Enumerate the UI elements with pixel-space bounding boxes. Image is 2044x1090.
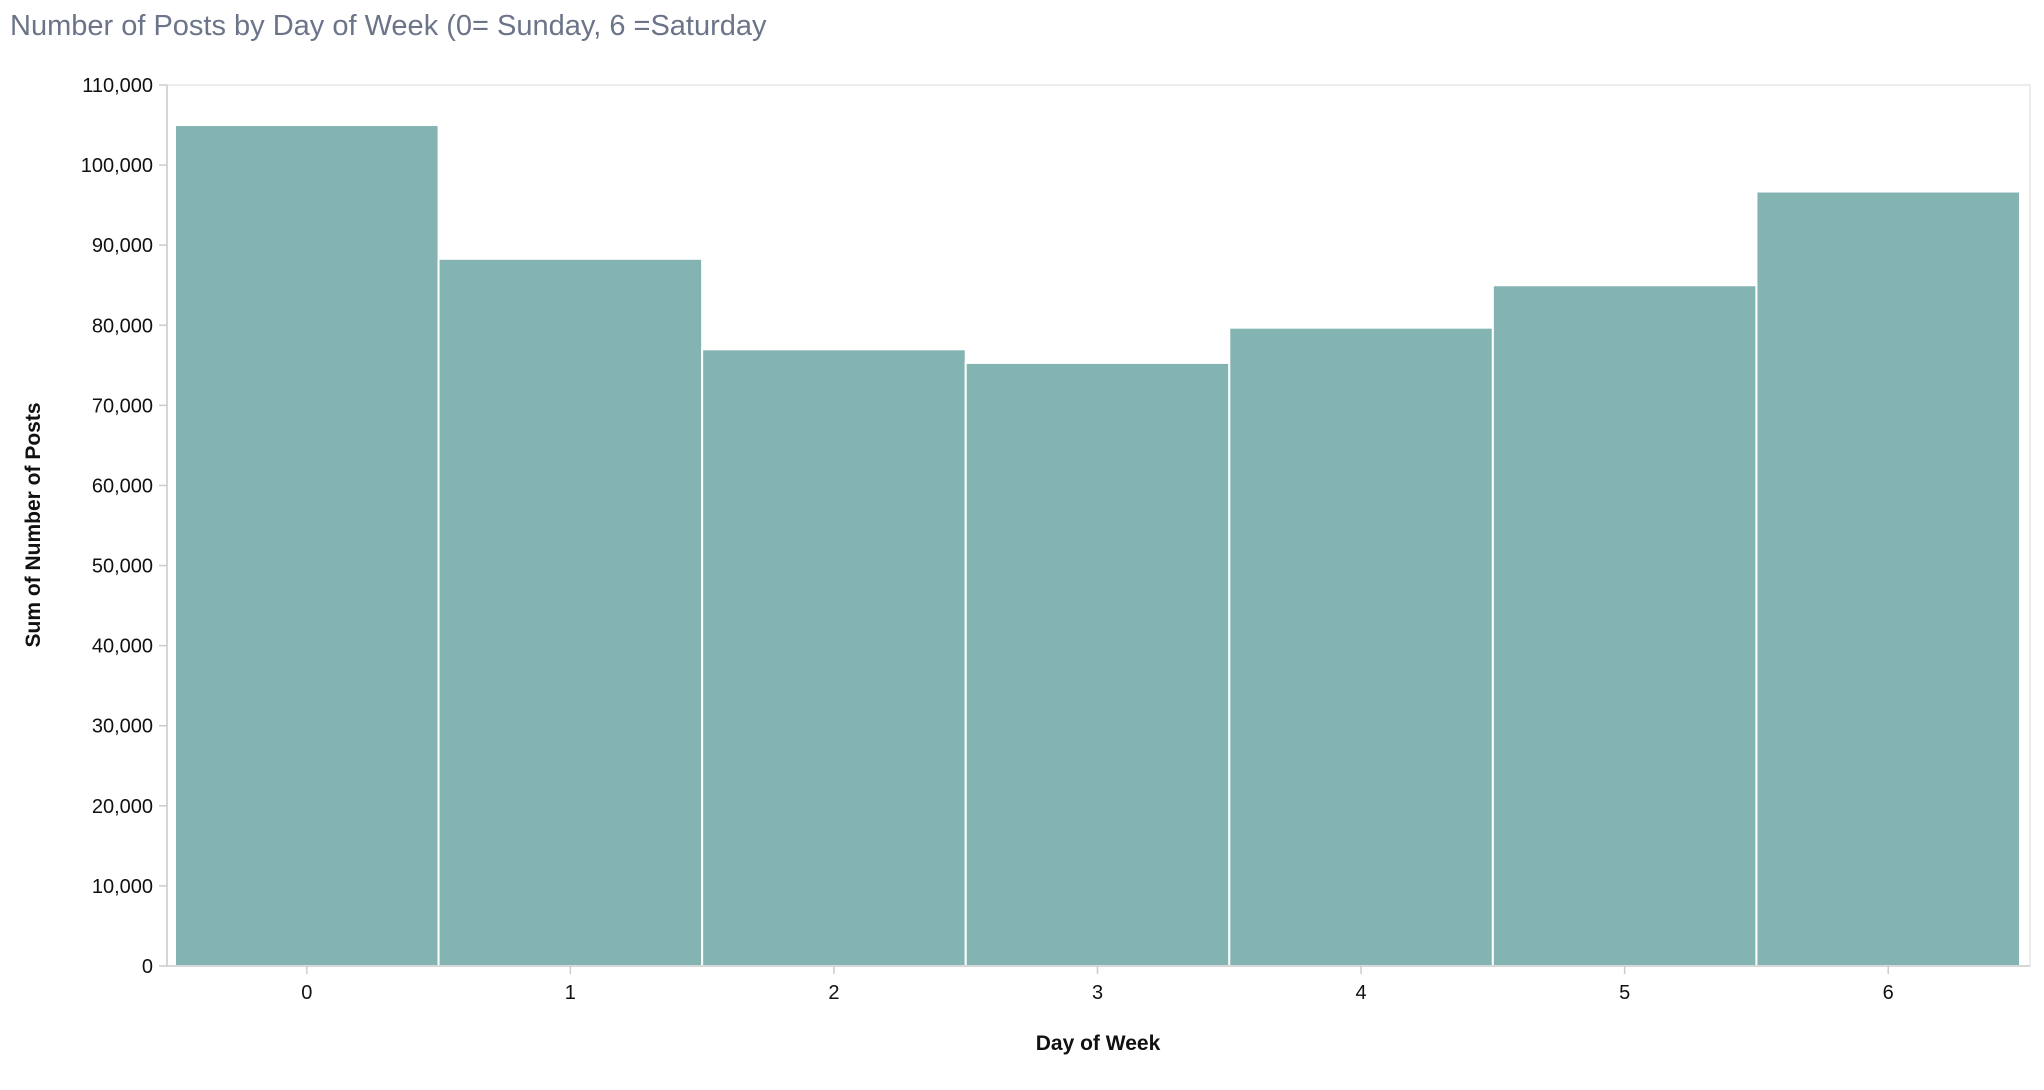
x-axis: 0 1 2 3 4 5 6 (167, 965, 2030, 1004)
x-tick-label: 4 (1356, 982, 1367, 1004)
y-axis-title: Sum of Number of Posts (22, 402, 45, 647)
bars-group (174, 124, 2022, 967)
bar-day-6 (1755, 190, 2022, 967)
x-tick-label: 6 (1883, 982, 1894, 1004)
y-tick-label: 100,000 (81, 155, 153, 177)
y-tick-label: 90,000 (92, 235, 153, 257)
bar-day-4 (1228, 326, 1494, 967)
x-tick-label: 1 (565, 982, 576, 1004)
y-tick-label: 80,000 (92, 315, 153, 337)
bar-day-3 (964, 361, 1231, 967)
y-tick-label: 110,000 (82, 75, 153, 97)
x-tick-label: 0 (301, 982, 312, 1004)
y-tick-label: 0 (142, 956, 153, 978)
y-tick-label: 30,000 (92, 716, 153, 738)
y-tick-label: 40,000 (92, 636, 153, 658)
bar-day-5 (1491, 284, 1758, 967)
x-tick-label: 2 (828, 982, 839, 1004)
bar-day-1 (437, 257, 704, 967)
bar-day-0 (174, 124, 440, 967)
bar-day-2 (701, 348, 967, 967)
x-tick-label: 3 (1092, 982, 1103, 1004)
y-tick-label: 50,000 (92, 556, 153, 578)
y-tick-label: 20,000 (92, 796, 153, 818)
x-tick-label: 5 (1619, 982, 1630, 1004)
x-axis-title: Day of Week (1036, 1032, 1161, 1055)
chart-title: Number of Posts by Day of Week (0= Sunda… (10, 10, 767, 42)
y-tick-label: 70,000 (92, 395, 153, 417)
y-axis: 0 10,000 20,000 30,000 40,000 50,000 60,000 70,… (81, 75, 168, 978)
y-tick-label: 10,000 (92, 876, 153, 898)
y-tick-label: 60,000 (92, 475, 153, 497)
